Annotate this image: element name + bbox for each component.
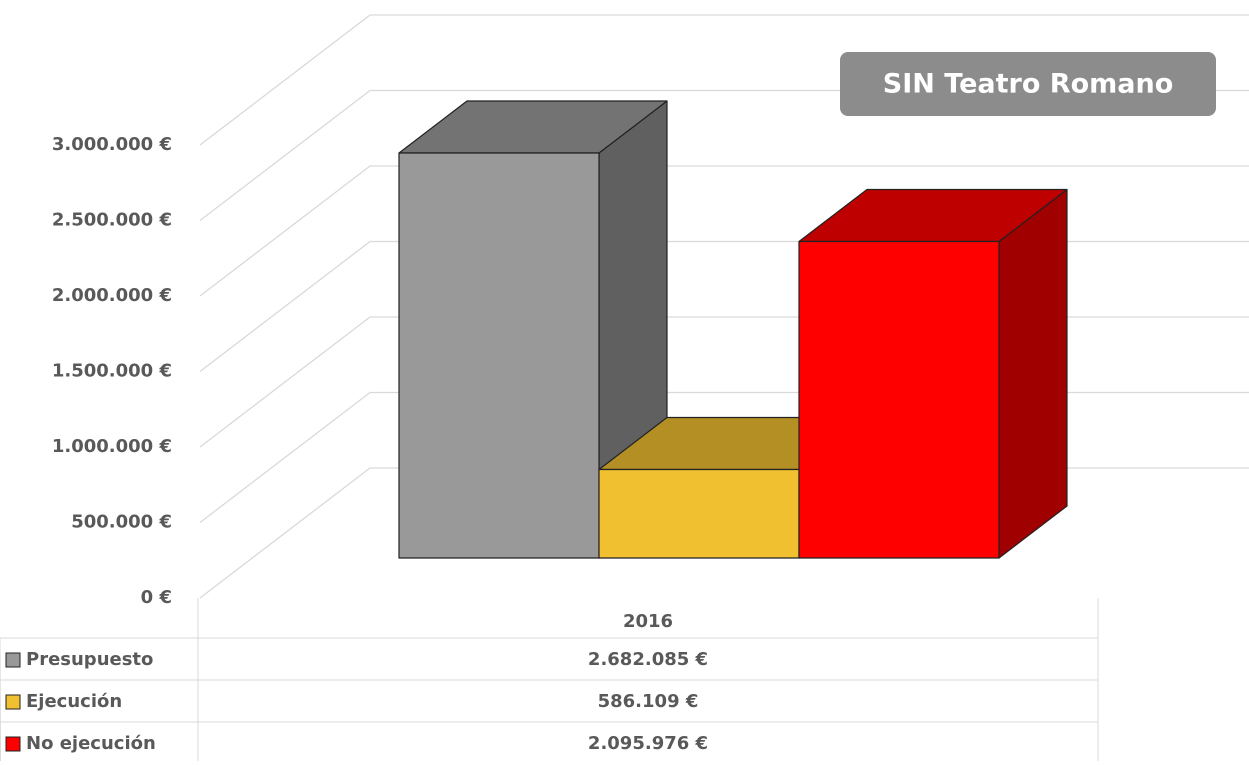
grid-line [199,165,1249,297]
category-label: 2016 [623,611,673,632]
y-tick-label: 1.500.000 € [52,361,172,382]
grid-line [199,240,1249,373]
y-tick-label: 500.000 € [71,512,172,533]
y-tick-label: 1.000.000 € [52,436,172,457]
y-tick-label: 0 € [141,587,172,608]
legend-label: Ejecución [26,691,122,712]
legend-swatch [5,694,21,710]
badge-box [840,52,1216,116]
legend-label: Presupuesto [26,649,153,670]
bar [398,152,600,559]
annotation: SIN Teatro Romano [883,69,1174,100]
y-tick-label: 3.000.000 € [52,134,172,155]
legend-swatch [5,652,21,668]
legend-swatch [5,736,21,752]
value-label: 586.109 € [598,691,699,712]
legend-label: No ejecución [26,733,156,754]
grid-line [199,14,1249,146]
bar [798,240,1000,559]
bar [598,468,800,559]
y-tick-label: 2.000.000 € [52,285,172,306]
y-tick-label: 2.500.000 € [52,210,172,231]
annotation-badge: SIN Teatro Romano [840,52,1216,116]
value-label: 2.095.976 € [588,733,708,754]
value-label: 2.682.085 € [588,649,708,670]
table-line [0,637,1,762]
bar-side [998,188,1068,559]
